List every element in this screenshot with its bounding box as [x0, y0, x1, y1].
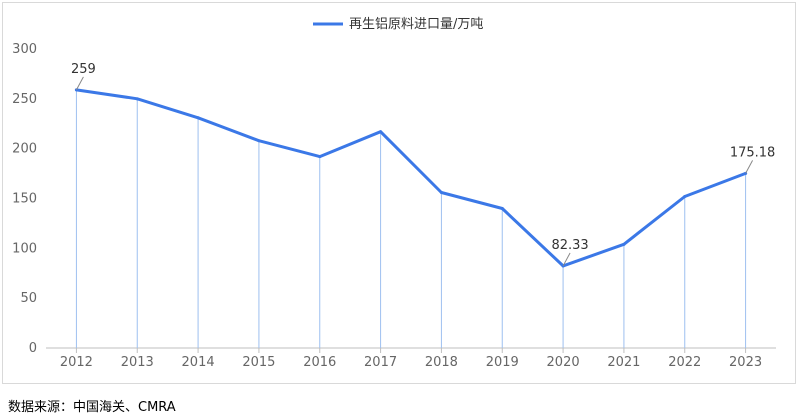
y-tick-label: 50 [20, 291, 37, 306]
x-tick-label: 2017 [364, 355, 397, 370]
data-source-note: 数据来源：中国海关、CMRA [8, 400, 176, 415]
x-tick-label: 2022 [668, 355, 701, 370]
x-tick-label: 2019 [486, 355, 519, 370]
data-point [135, 97, 139, 101]
data-point [196, 116, 200, 120]
series-line [74, 88, 748, 268]
x-tick-label: 2014 [182, 355, 215, 370]
line-chart: 再生铝原料进口量/万吨 0 50 100 150 200 250 300 2012 2013 201… [12, 17, 776, 370]
data-point [257, 139, 261, 143]
x-tick-label: 2013 [121, 355, 154, 370]
y-tick-label: 150 [12, 192, 37, 207]
x-tick-label: 2021 [607, 355, 640, 370]
data-point [379, 130, 383, 134]
x-tick-label: 2020 [547, 355, 580, 370]
x-tick-label: 2015 [242, 355, 275, 370]
y-tick-label: 300 [12, 42, 37, 57]
y-tick-label: 0 [29, 341, 37, 356]
y-tick-label: 200 [12, 142, 37, 157]
legend-label: 再生铝原料进口量/万吨 [349, 17, 483, 32]
data-label-leader [75, 76, 84, 91]
data-point [500, 206, 504, 210]
data-label: 82.33 [551, 238, 588, 253]
x-tick-label: 2018 [425, 355, 458, 370]
y-tick-label: 100 [12, 241, 37, 256]
data-point [683, 195, 687, 199]
x-tick-label: 2016 [303, 355, 336, 370]
data-label-leader [745, 160, 754, 174]
data-label: 175.18 [730, 145, 776, 160]
x-tick-label: 2023 [729, 355, 762, 370]
data-point [318, 155, 322, 159]
data-label-leader [562, 252, 571, 267]
chart-frame [2, 2, 796, 384]
data-point [439, 191, 443, 195]
x-tick-label: 2012 [60, 355, 93, 370]
data-label: 259 [71, 62, 96, 77]
data-point [622, 242, 626, 246]
y-tick-label: 250 [12, 92, 37, 107]
